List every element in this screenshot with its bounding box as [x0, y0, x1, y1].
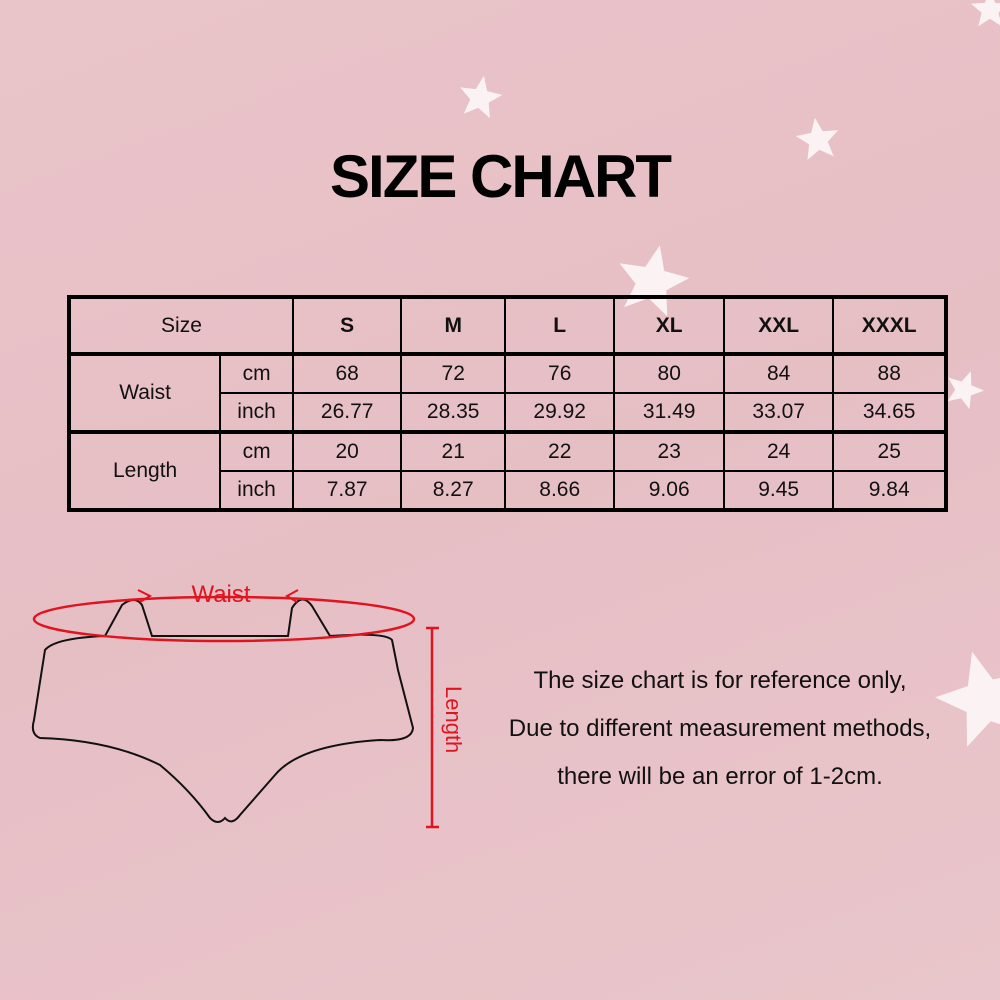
- table-cell: 28.35: [400, 392, 506, 433]
- table-cell: 23: [613, 430, 725, 472]
- table-cell: 68: [291, 352, 403, 394]
- table-cell: 9.06: [613, 470, 725, 511]
- table-row: Waist cm 68 72 76 80 84 88: [67, 352, 947, 433]
- table-row: Length cm 20 21 22 23 24 25: [67, 430, 947, 511]
- table-cell: 20: [291, 430, 403, 472]
- underwear-outline: [31, 598, 415, 823]
- table-cell: 9.84: [832, 470, 947, 511]
- waist-measure-ellipse: [32, 595, 416, 643]
- page-title: SIZE CHART: [330, 143, 672, 210]
- size-s: S: [291, 296, 403, 355]
- length-label: Length: [441, 686, 466, 753]
- table-row: inch 7.87 8.27 8.66 9.06 9.45 9.84: [69, 470, 947, 511]
- table-cell: 25: [832, 430, 947, 472]
- table-cell: 88: [832, 352, 947, 394]
- table-cell: 31.49: [613, 392, 725, 433]
- table-cell: 76: [503, 352, 616, 394]
- size-xxl: XXL: [722, 296, 835, 355]
- table-cell: 7.87: [291, 470, 403, 511]
- table-cell: 9.45: [722, 470, 835, 511]
- unit-label: cm: [219, 352, 294, 394]
- note-line: Due to different measurement methods,: [508, 715, 932, 742]
- arrow-left-icon: [284, 589, 299, 603]
- note-line: there will be an error of 1-2cm.: [557, 763, 883, 790]
- table-row: inch 26.77 28.35 29.92 31.49 33.07 34.65: [69, 392, 947, 433]
- arrow-right-icon: [137, 589, 153, 603]
- waist-label: Waist: [67, 352, 222, 433]
- size-table: Size S M L XL XXL XXXL Waist cm 68 72 76…: [67, 295, 948, 512]
- unit-label: inch: [219, 470, 294, 511]
- table-cell: 8.27: [400, 470, 506, 511]
- table-cell: 80: [613, 352, 725, 394]
- size-xxxl: XXXL: [832, 296, 947, 355]
- unit-label: cm: [219, 430, 294, 472]
- length-label: Length: [67, 430, 222, 511]
- table-cell: 29.92: [503, 392, 616, 433]
- unit-label: inch: [219, 392, 294, 433]
- waist-label: Waist: [191, 581, 250, 608]
- table-cell: 24: [722, 430, 835, 472]
- size-m: M: [400, 296, 506, 355]
- note-line: The size chart is for reference only,: [533, 667, 907, 694]
- size-xl: XL: [613, 296, 725, 355]
- table-cell: 21: [400, 430, 506, 472]
- table-header-row: Size S M L XL XXL XXXL: [68, 296, 947, 355]
- table-cell: 8.66: [503, 470, 616, 511]
- table-cell: 33.07: [722, 392, 835, 433]
- size-l: L: [503, 296, 616, 355]
- table-cell: 22: [503, 430, 616, 472]
- table-cell: 26.77: [291, 392, 403, 433]
- table-cell: 84: [722, 352, 835, 394]
- size-header: Size: [68, 296, 294, 355]
- table-cell: 34.65: [832, 392, 947, 433]
- table-cell: 72: [400, 352, 506, 394]
